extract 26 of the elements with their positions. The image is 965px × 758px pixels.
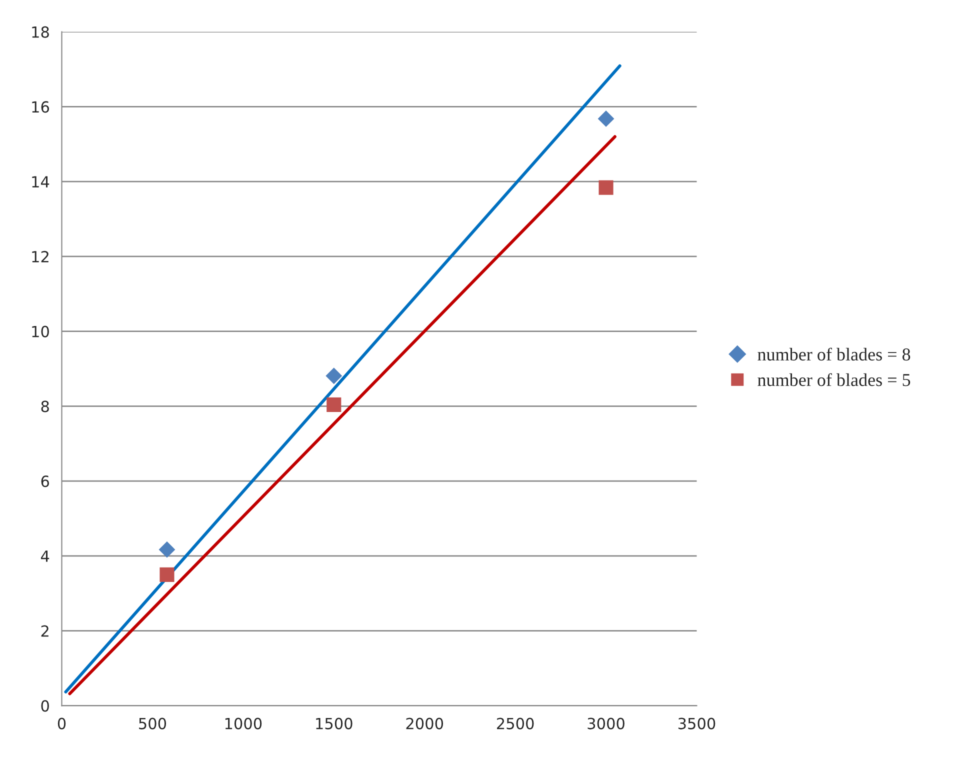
legend-label: number of blades = 8 (758, 348, 910, 361)
y-tick-label: 10 (32, 326, 49, 338)
x-tick-label: 1500 (316, 718, 352, 730)
point (326, 397, 342, 412)
legend-label: number of blades = 5 (758, 373, 910, 386)
x-tick-label: 3500 (678, 718, 716, 730)
point (158, 541, 176, 558)
point (598, 180, 614, 195)
point (326, 368, 342, 384)
y-tick-label: 18 (32, 26, 49, 38)
x-tick-label: 0 (58, 718, 66, 730)
x-tick-label: 2500 (496, 718, 534, 730)
x-tick-label: 500 (139, 718, 166, 730)
y-tick-label: 16 (32, 101, 49, 113)
x-tick-label: 3000 (588, 718, 624, 730)
point (598, 110, 614, 127)
y-tick-label: 8 (41, 400, 49, 412)
y-tick-label: 2 (41, 625, 48, 637)
y-tick-label: 6 (41, 476, 49, 488)
y-tick-label: 0 (41, 700, 49, 712)
y-tick-label: 4 (40, 550, 50, 562)
point (160, 567, 174, 582)
x-tick-label: 2000 (406, 718, 444, 730)
y-tick-label: 14 (32, 176, 50, 188)
y-tick-label: 12 (32, 250, 48, 262)
x-tick-label: 1000 (225, 718, 262, 730)
